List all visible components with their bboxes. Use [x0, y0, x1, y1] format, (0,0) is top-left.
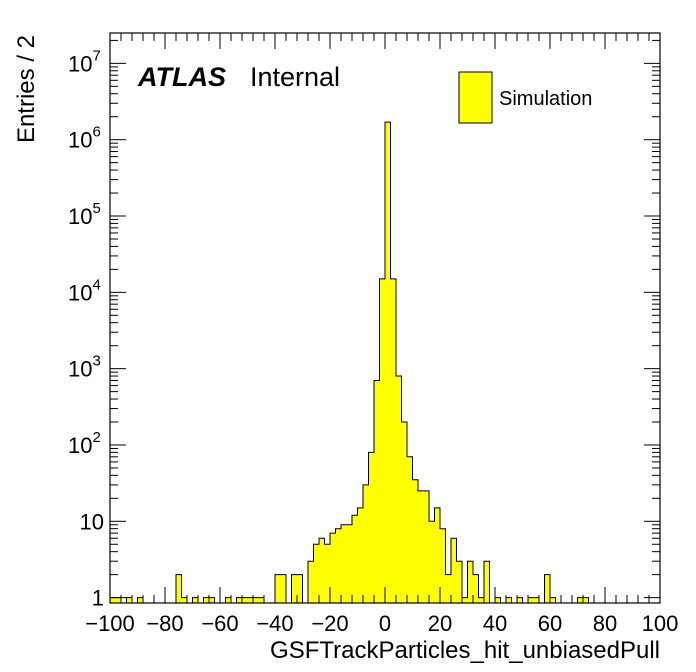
histogram-bar	[275, 574, 281, 603]
histogram-bar	[225, 597, 231, 603]
histogram-bar	[176, 574, 182, 603]
x-tick-label: −40	[256, 611, 293, 636]
y-tick-label: 104	[68, 276, 101, 305]
y-tick-label: 102	[68, 429, 101, 458]
histogram-bar	[209, 597, 215, 603]
histogram-bar	[451, 538, 457, 603]
histogram-bar	[484, 561, 490, 603]
histogram-bar	[236, 597, 242, 603]
y-tick-label: 10	[80, 509, 104, 534]
histogram-bar	[363, 484, 369, 603]
histogram-bar	[467, 561, 473, 603]
histogram-bar	[412, 479, 418, 603]
histogram-bar	[423, 490, 429, 603]
histogram-bar	[478, 597, 484, 603]
x-tick-label: 40	[483, 611, 507, 636]
histogram-bar	[407, 456, 413, 603]
histogram-bar	[418, 490, 424, 603]
legend-entry-simulation: Simulation	[499, 88, 592, 110]
histogram-bar	[341, 524, 347, 603]
histogram-bar	[462, 597, 468, 603]
histogram-bar	[352, 515, 358, 603]
histogram-bars	[110, 122, 589, 604]
histogram-bar	[456, 561, 462, 603]
histogram-bar	[528, 597, 534, 603]
histogram-bar	[390, 278, 396, 603]
histogram-bar	[258, 597, 264, 603]
histogram-bar	[110, 597, 116, 603]
y-tick-label: 105	[68, 200, 101, 229]
histogram-bar	[583, 597, 589, 603]
histogram-bar	[313, 544, 319, 603]
atlas-label: ATLAS	[137, 62, 226, 92]
histogram-bar	[324, 544, 330, 603]
histogram-bar	[495, 597, 501, 603]
y-tick-label: 1	[92, 586, 104, 611]
histogram-bar	[517, 597, 523, 603]
histogram-bar	[533, 597, 539, 603]
histogram-bar	[203, 597, 209, 603]
histogram-bar	[374, 380, 380, 603]
histogram-bar	[434, 507, 440, 603]
y-axis-title: Entries / 2	[13, 35, 40, 143]
y-tick-label: 103	[68, 353, 101, 382]
internal-label: Internal	[250, 62, 340, 92]
histogram-bar	[242, 597, 248, 603]
histogram-bar	[401, 421, 407, 603]
histogram-bar	[445, 574, 451, 603]
axis-ticks	[109, 33, 661, 603]
histogram-bar	[115, 597, 121, 603]
x-tick-label: −100	[85, 611, 135, 636]
histogram-bar	[346, 524, 352, 603]
histogram-bar	[137, 597, 143, 603]
x-tick-labels: −100 −80 −60 −40 −20 0 20 40 60 80 100	[85, 611, 678, 636]
x-axis-title: GSFTrackParticles_hit_unbiasedPull	[270, 637, 660, 664]
histogram-bar	[379, 278, 385, 603]
histogram-bar	[544, 574, 550, 603]
histogram-bar	[577, 597, 583, 603]
histogram-bar	[429, 521, 435, 603]
histogram-bar	[396, 376, 402, 603]
histogram-bar	[181, 597, 187, 603]
x-tick-label: −80	[146, 611, 183, 636]
histogram-bar	[330, 533, 336, 603]
histogram-bar	[291, 574, 297, 603]
histogram-bar	[247, 597, 253, 603]
y-tick-label: 106	[68, 124, 101, 153]
histogram-bar	[280, 574, 286, 603]
x-tick-label: 20	[428, 611, 452, 636]
x-tick-label: 80	[593, 611, 617, 636]
x-tick-label: −60	[201, 611, 238, 636]
x-tick-label: 100	[642, 611, 679, 636]
y-tick-labels: 1 10 102 103 104 105 106 107	[68, 47, 104, 610]
histogram-bar	[126, 597, 132, 603]
histogram-bar	[385, 122, 391, 604]
histogram-bar	[319, 538, 325, 603]
histogram-bar	[308, 561, 314, 603]
x-tick-label: 0	[379, 611, 391, 636]
histogram-bar	[192, 597, 198, 603]
histogram-bar	[506, 597, 512, 603]
histogram-bar	[335, 528, 341, 603]
histogram-bar	[357, 507, 363, 603]
x-tick-label: −20	[311, 611, 348, 636]
histogram-bar	[368, 452, 374, 603]
histogram-bar	[297, 574, 303, 603]
y-tick-label: 107	[68, 47, 101, 76]
histogram-bar	[440, 528, 446, 603]
x-tick-label: 60	[538, 611, 562, 636]
legend-swatch	[458, 71, 493, 124]
histogram-bar	[253, 597, 259, 603]
histogram-bar	[473, 574, 479, 603]
histogram-bar	[550, 597, 556, 603]
